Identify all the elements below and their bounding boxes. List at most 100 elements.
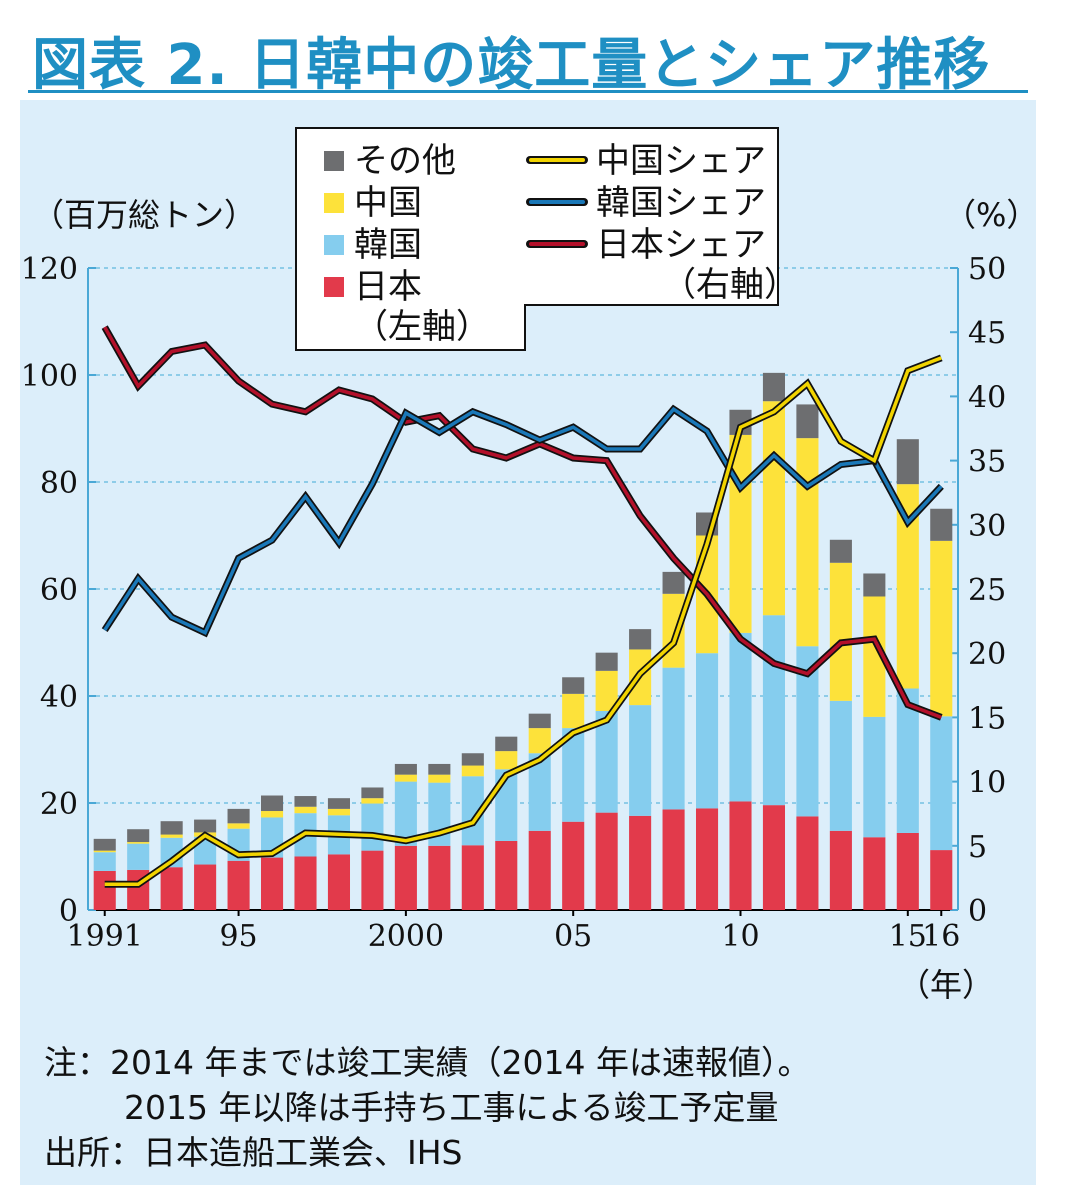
bar-other-1995	[227, 808, 250, 824]
bar-japan-1998	[327, 854, 351, 910]
legend-label-japan_share: 日本シェア	[596, 225, 766, 265]
legend-label-china: 中国	[354, 183, 422, 223]
bar-china-2016	[930, 540, 953, 717]
bar-korea-2010	[729, 632, 752, 802]
right-tick-label: 0	[968, 894, 987, 929]
bar-other-2006	[595, 652, 618, 671]
bar-other-2011	[762, 372, 786, 402]
bar-korea-2004	[528, 753, 551, 831]
note-line-1: 注：2014 年までは竣工実績（2014 年は速報値）。	[44, 1043, 811, 1082]
legend-bars-axis-note: （左軸）	[354, 307, 490, 347]
bar-other-1991	[93, 838, 116, 851]
bar-china-2002	[461, 765, 484, 777]
bar-japan-1999	[361, 850, 384, 910]
bar-other-1993	[160, 821, 183, 835]
bar-other-1999	[361, 787, 384, 799]
bar-korea-2000	[394, 781, 417, 846]
legend-box	[295, 127, 779, 351]
bar-japan-2003	[495, 840, 518, 910]
bar-japan-2015	[896, 832, 919, 910]
note-line-2: 2015 年以降は手持ち工事による竣工予定量	[124, 1088, 779, 1127]
bar-other-2012	[796, 404, 819, 439]
bar-japan-2001	[428, 845, 451, 910]
right-tick-label: 45	[968, 316, 1006, 351]
x-tick-label: 05	[554, 919, 592, 954]
bar-china-2003	[495, 751, 518, 770]
line-korea_share	[103, 406, 943, 636]
bar-other-2014	[863, 573, 886, 597]
source-line: 出所：日本造船工業会、IHS	[44, 1133, 463, 1172]
bar-other-1994	[194, 819, 217, 833]
right-tick-label: 25	[968, 573, 1006, 608]
right-tick-label: 35	[968, 445, 1006, 480]
bar-korea-2007	[629, 705, 652, 816]
bar-japan-2011	[762, 805, 786, 910]
bar-china-1998	[327, 808, 351, 816]
bar-japan-2007	[629, 815, 652, 910]
bar-other-1992	[127, 829, 150, 843]
bar-japan-1996	[260, 857, 284, 910]
bar-other-2004	[528, 713, 551, 729]
right-axis-unit: （%）	[944, 196, 1038, 234]
legend-label-china_share: 中国シェア	[596, 141, 766, 181]
bar-japan-2013	[829, 830, 852, 910]
bar-korea-2016	[930, 716, 953, 851]
bar-china-2013	[829, 562, 852, 701]
x-tick-label: 95	[219, 919, 257, 954]
bar-korea-2008	[662, 667, 685, 810]
bar-other-2013	[829, 539, 852, 563]
bar-china-1997	[294, 806, 317, 814]
bar-korea-1999	[361, 803, 384, 851]
right-tick-label: 15	[968, 701, 1006, 736]
left-tick-label: 60	[40, 573, 78, 608]
bar-china-2006	[595, 670, 618, 711]
bar-japan-1991	[93, 870, 116, 910]
bar-japan-2005	[562, 821, 585, 910]
legend-swatch-japan	[324, 277, 344, 297]
bar-china-2012	[796, 438, 819, 647]
x-tick-label: 2000	[368, 919, 444, 954]
x-tick-label: 15	[889, 919, 927, 954]
bar-other-2000	[394, 763, 417, 775]
bar-korea-1992	[127, 843, 150, 870]
bar-japan-2016	[930, 850, 953, 910]
bar-korea-1991	[93, 852, 116, 871]
bar-other-2003	[495, 736, 518, 752]
bar-japan-2012	[796, 816, 819, 910]
x-tick-label: 16	[922, 919, 960, 954]
title-underline	[28, 90, 1028, 93]
bar-korea-2011	[762, 615, 786, 806]
bar-china-2011	[762, 401, 786, 616]
legend-label-other: その他	[354, 141, 456, 181]
bar-japan-2010	[729, 801, 752, 910]
left-tick-label: 80	[40, 466, 78, 501]
bar-other-2008	[662, 571, 685, 594]
bar-korea-2013	[829, 700, 852, 831]
left-tick-label: 120	[21, 252, 78, 287]
bar-korea-2014	[863, 716, 886, 838]
page-title: 図表 2. 日韓中の竣工量とシェア推移	[32, 33, 991, 98]
bar-japan-1994	[194, 864, 217, 910]
bar-korea-2006	[595, 710, 618, 813]
bar-other-1997	[294, 796, 317, 807]
bar-japan-2002	[461, 845, 484, 910]
bar-china-2000	[394, 774, 417, 782]
legend-label-japan: 日本	[354, 267, 422, 307]
legend-label-korea_share: 韓国シェア	[596, 183, 766, 223]
bar-china-1995	[227, 823, 250, 829]
left-tick-label: 20	[40, 787, 78, 822]
bar-other-2005	[562, 677, 585, 694]
x-axis-unit: （年）	[898, 966, 994, 1004]
bar-korea-2009	[695, 653, 719, 809]
x-tick-label: 10	[721, 919, 759, 954]
bar-other-2010	[729, 409, 752, 435]
bar-china-2005	[562, 693, 585, 729]
bar-other-1998	[327, 798, 351, 809]
bar-other-2015	[896, 439, 919, 485]
right-tick-label: 10	[968, 766, 1006, 801]
bar-japan-1993	[160, 867, 183, 910]
left-tick-label: 100	[21, 359, 78, 394]
bar-other-1996	[260, 795, 284, 812]
bar-japan-1997	[294, 856, 317, 910]
